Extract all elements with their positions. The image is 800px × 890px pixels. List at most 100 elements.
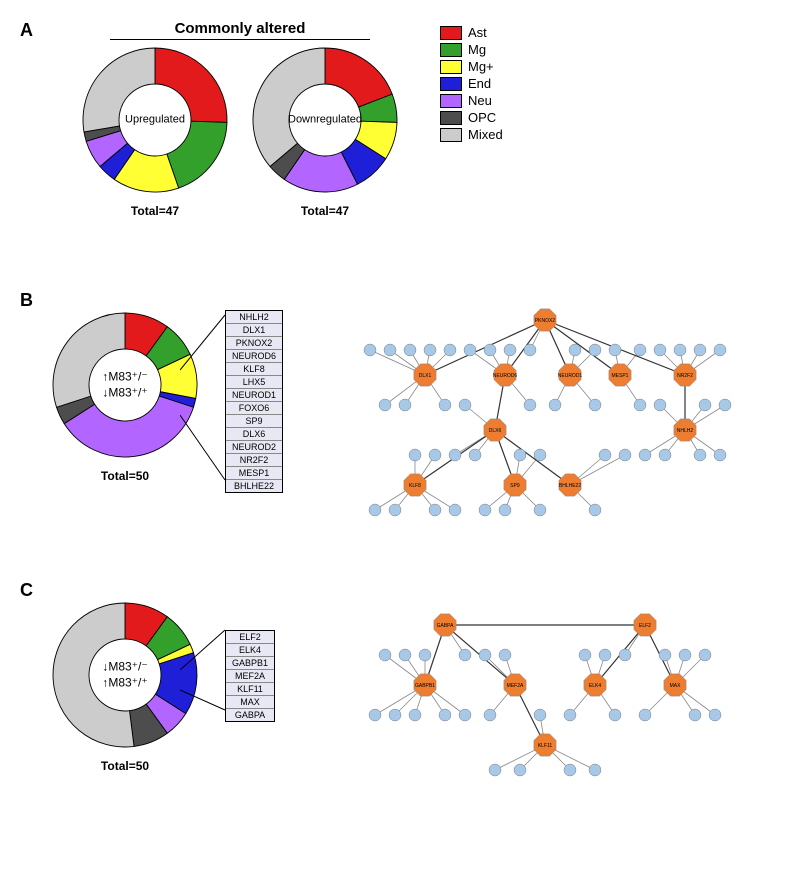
c-line1: ↓M83⁺/⁻ (102, 659, 147, 675)
leaf-node (639, 709, 651, 721)
leaf-node (484, 709, 496, 721)
b-line2: ↓M83⁺/⁺ (102, 385, 147, 401)
svg-text:BHLHE22: BHLHE22 (559, 483, 581, 489)
leaf-node (674, 344, 686, 356)
leaf-node (524, 399, 536, 411)
svg-text:DLX6: DLX6 (489, 428, 502, 434)
leaf-node (564, 764, 576, 776)
leaf-node (709, 709, 721, 721)
b-line1: ↑M83⁺/⁻ (102, 369, 147, 385)
svg-text:MESP1: MESP1 (612, 373, 629, 379)
leaf-node (619, 449, 631, 461)
leaf-node (459, 709, 471, 721)
gene-elf2: ELF2 (226, 631, 274, 644)
leaf-node (524, 344, 536, 356)
gene-dlx1: DLX1 (226, 324, 282, 337)
leaf-node (379, 399, 391, 411)
legend-row-neu: Neu (440, 93, 503, 108)
leaf-node (419, 649, 431, 661)
c-line2: ↑M83⁺/⁺ (102, 675, 147, 691)
legend-row-mg+: Mg+ (440, 59, 503, 74)
leaf-node (679, 649, 691, 661)
gene-pknox2: PKNOX2 (226, 337, 282, 350)
donut-b-center: ↑M83⁺/⁻ ↓M83⁺/⁺ (102, 369, 147, 400)
gene-dlx6: DLX6 (226, 428, 282, 441)
leaf-node (599, 649, 611, 661)
svg-text:MAX: MAX (670, 683, 682, 689)
leaf-node (429, 449, 441, 461)
leaf-node (514, 449, 526, 461)
panel-a-title: Commonly altered (110, 20, 370, 40)
gene-elk4: ELK4 (226, 644, 274, 657)
leaf-node (459, 649, 471, 661)
leaf-node (714, 449, 726, 461)
leaf-node (484, 344, 496, 356)
legend-swatch (440, 128, 462, 142)
leaf-node (459, 399, 471, 411)
leaf-node (409, 709, 421, 721)
legend-row-mg: Mg (440, 42, 503, 57)
panel-a: A Commonly altered Upregulated Total=47 … (20, 20, 780, 250)
donut-center-up: Upregulated (125, 113, 185, 126)
leaf-node (469, 449, 481, 461)
gene-max: MAX (226, 696, 274, 709)
leaf-node (634, 344, 646, 356)
leaf-node (589, 504, 601, 516)
leaf-node (589, 344, 601, 356)
donut-c-center: ↓M83⁺/⁻ ↑M83⁺/⁺ (102, 659, 147, 690)
leaf-node (699, 649, 711, 661)
gene-list-b: NHLH2DLX1PKNOX2NEUROD6KLF8LHX5NEUROD1FOX… (225, 310, 283, 493)
leaf-node (464, 344, 476, 356)
gene-gabpa: GABPA (226, 709, 274, 721)
svg-text:GABPA: GABPA (437, 623, 455, 629)
leaf-node (504, 344, 516, 356)
leaf-node (439, 709, 451, 721)
leaf-node (409, 449, 421, 461)
svg-text:KLF8: KLF8 (409, 483, 421, 489)
leaf-node (659, 649, 671, 661)
legend: AstMgMg+EndNeuOPCMixed (440, 25, 503, 144)
leaf-node (589, 399, 601, 411)
legend-swatch (440, 60, 462, 74)
leaf-node (654, 344, 666, 356)
svg-text:NEUROD6: NEUROD6 (493, 373, 518, 379)
gene-klf11: KLF11 (226, 683, 274, 696)
gene-mesp1: MESP1 (226, 467, 282, 480)
gene-neurod1: NEUROD1 (226, 389, 282, 402)
leaf-node (389, 709, 401, 721)
legend-swatch (440, 111, 462, 125)
legend-label: Mg+ (468, 59, 494, 74)
gene-nr2f2: NR2F2 (226, 454, 282, 467)
svg-text:MEF2A: MEF2A (507, 683, 524, 689)
leaf-node (439, 399, 451, 411)
svg-text:NEUROD1: NEUROD1 (558, 373, 583, 379)
svg-text:PKNOX2: PKNOX2 (535, 318, 556, 324)
leaf-node (534, 449, 546, 461)
donut-slice-mg (167, 121, 227, 188)
legend-swatch (440, 26, 462, 40)
svg-text:GABPB1: GABPB1 (415, 683, 435, 689)
donut-b-total: Total=50 (50, 469, 200, 483)
gene-mef2a: MEF2A (226, 670, 274, 683)
legend-swatch (440, 77, 462, 91)
panel-c-label: C (20, 580, 33, 601)
donut-slice-ast (155, 48, 227, 122)
gene-nhlh2: NHLH2 (226, 311, 282, 324)
gene-lhx5: LHX5 (226, 376, 282, 389)
network-b: PKNOX2DLX1NEUROD6NEUROD1MESP1NR2F2DLX6NH… (315, 305, 775, 525)
leaf-node (514, 764, 526, 776)
legend-swatch (440, 94, 462, 108)
donut-total-down: Total=47 (250, 204, 400, 218)
leaf-node (619, 649, 631, 661)
donut-downregulated: Downregulated Total=47 (250, 45, 400, 218)
leaf-node (389, 504, 401, 516)
svg-text:NR2F2: NR2F2 (677, 373, 693, 379)
leaf-node (564, 709, 576, 721)
leaf-node (399, 649, 411, 661)
leaf-node (479, 504, 491, 516)
donut-slice-mixed (253, 48, 325, 166)
legend-label: OPC (468, 110, 496, 125)
gene-foxo6: FOXO6 (226, 402, 282, 415)
leaf-node (639, 449, 651, 461)
leaf-node (369, 709, 381, 721)
